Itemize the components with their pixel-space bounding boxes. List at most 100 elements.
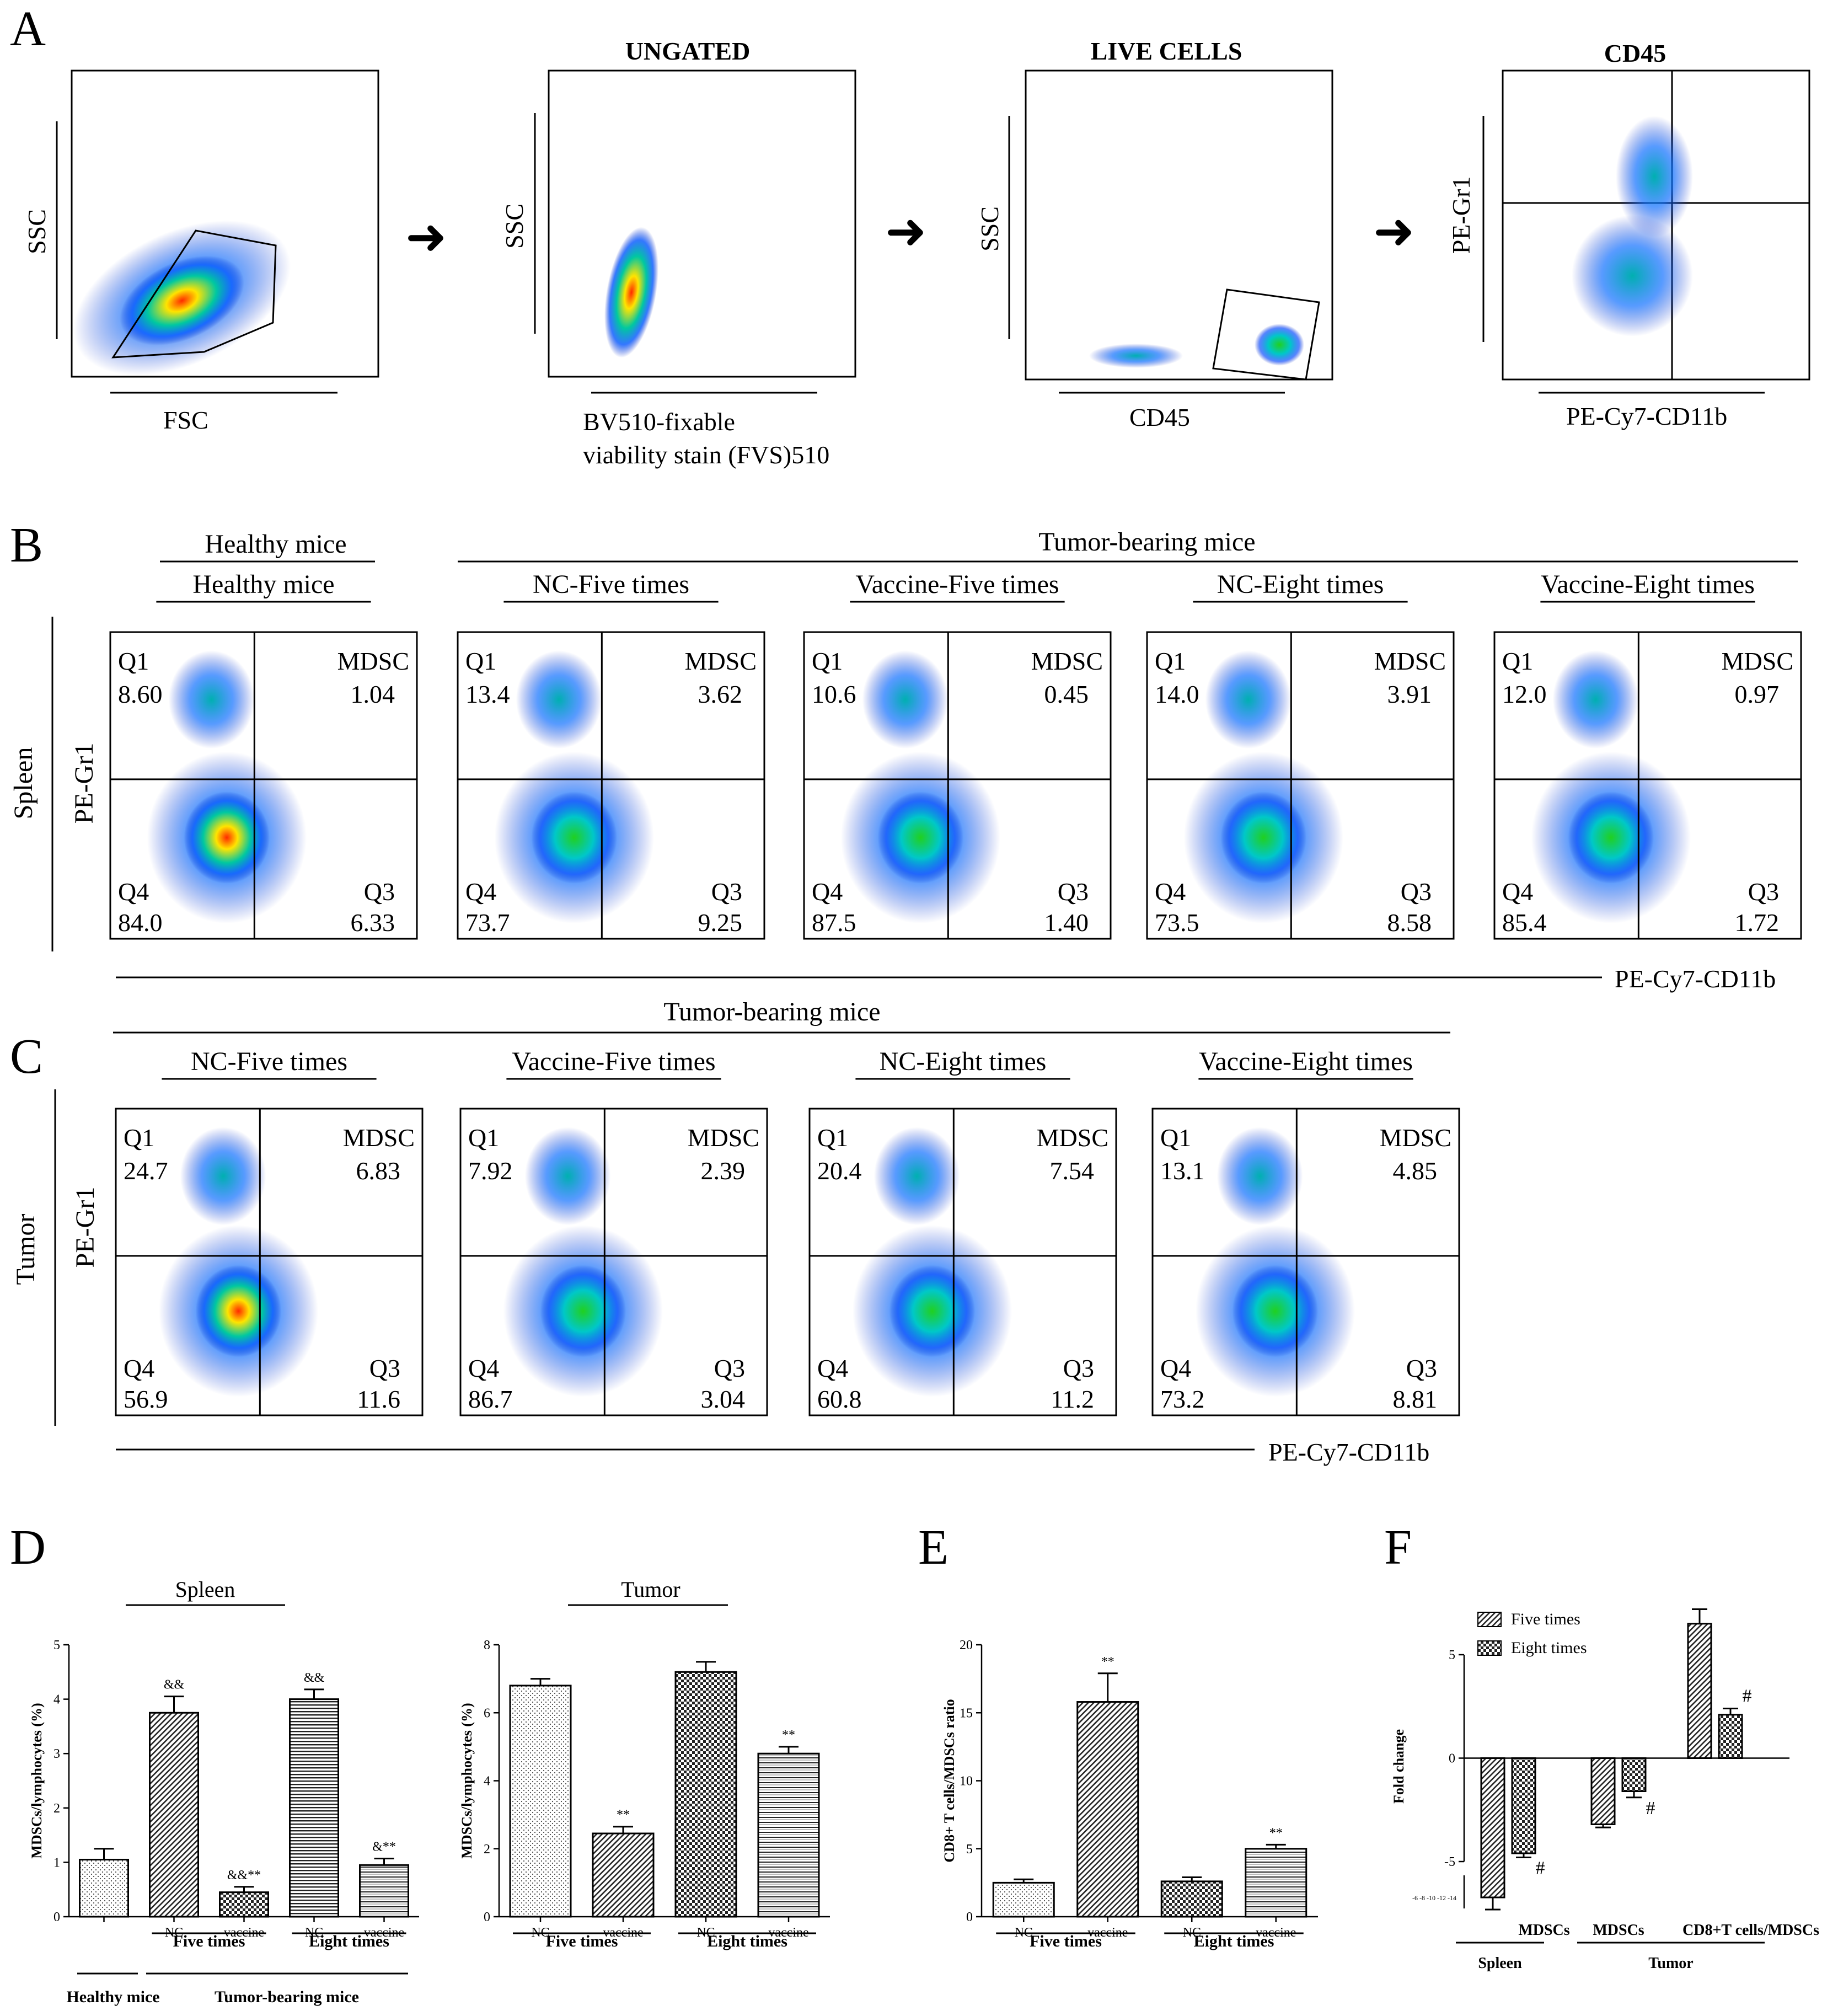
significance-label: # [1536,1858,1545,1879]
scatter-cloud-core [184,792,270,884]
q3-label: Q3 [1058,878,1089,906]
panel-b-plots: Healthy miceQ18.60MDSC1.04Q484.0Q36.33NC… [109,570,1802,940]
q3-label: Q3 [1748,878,1779,906]
q4-label: Q4 [1160,1354,1191,1382]
scatter-cloud [1255,324,1304,366]
q1-label: Q1 [1155,647,1186,675]
scatter-cloud-upper [180,1127,266,1226]
bar [1590,1757,1616,1825]
q1-value: 10.6 [812,680,856,708]
q4-value: 85.4 [1502,908,1547,937]
category-label: MDSCs [1593,1922,1644,1939]
panel-letter-d: D [10,1520,46,1575]
q3-label: Q3 [714,1354,745,1382]
chart-f: -5 0 5 -6 -8 -10 -12 -14 Fold change Five tim… [1391,1608,1819,1972]
q4-label: Q4 [468,1354,499,1382]
scatter-cloud-core [1568,792,1654,884]
scatter-cloud-core [540,1265,626,1357]
mdsc-value: 7.54 [1050,1157,1095,1185]
plot-title: Vaccine-Eight times [1541,570,1755,599]
plot-title: UNGATED [625,37,751,65]
panel-a-plot-3: LIVE CELLS CD45 SSC [976,37,1333,431]
category-label: CD8+T cells/MDSCs [1682,1922,1819,1939]
scatter-cloud-upper [1552,650,1639,749]
x-axis-label: BV510-fixable [583,408,735,436]
q3-value: 3.04 [701,1385,746,1413]
significance-label: # [1646,1798,1655,1819]
plot-title: NC-Five times [191,1047,347,1076]
q4-label: Q4 [812,878,843,906]
q4-label: Q4 [118,878,149,906]
significance-label: && [304,1671,325,1685]
q1-label: Q1 [465,647,496,675]
bar [992,1881,1055,1918]
legend-swatch [1477,1640,1502,1656]
significance-label: &&** [227,1868,261,1883]
panel-letter-f: F [1384,1520,1412,1575]
x-axis-label-line2: viability stain (FVS)510 [583,441,829,469]
panel-a-plot-4: CD45 PE-Cy7-CD11b PE-Gr1 [1447,39,1810,430]
plot-title: Healthy mice [192,570,334,599]
q1-label: Q1 [812,647,843,675]
y-axis-label: PE-Gr1 [1447,177,1475,254]
bar [1718,1714,1743,1759]
significance-label: ** [782,1728,795,1742]
plot-title: Vaccine-Five times [855,570,1059,599]
flow-plot: Vaccine-Five times Q1 7.92 MDSC 2.39 Q4 86.7 Q3… [459,1047,768,1416]
bar [359,1864,409,1918]
mdsc-value: 3.91 [1387,680,1432,708]
bar [592,1832,655,1918]
scatter-cloud-upper [168,650,255,749]
mdsc-label: MDSC [1374,647,1446,675]
scatter-cloud-core [531,792,618,884]
plot-title: NC-Eight times [1217,570,1384,599]
mdsc-label: MDSC [1031,647,1103,675]
group-label: Eight times [309,1932,389,1950]
q3-value: 9.25 [698,908,743,937]
significance-label: && [164,1678,185,1692]
plot-title: NC-Eight times [880,1047,1047,1076]
q3-label: Q3 [711,878,742,906]
x-axis-label: FSC [163,406,208,434]
q3-value: 1.72 [1735,908,1780,937]
flow-plot: NC-Five times Q1 24.7 MDSC 6.83 Q4 56.9 Q3 11.6 [115,1047,424,1416]
scatter-cloud-upper [874,1127,960,1226]
bar [219,1891,269,1918]
scatter-cloud-upper [1217,1127,1303,1226]
bar [1245,1848,1308,1918]
y-tick-label: 3 [53,1747,60,1761]
y-tick-label: 2 [484,1842,490,1857]
tissue-label: Spleen [1478,1955,1522,1972]
group-label: Five times [1030,1932,1102,1950]
q4-label: Q4 [817,1354,848,1382]
q1-label: Q1 [124,1124,154,1152]
gate-polygon [1212,288,1320,381]
y-tick-label: -5 [1444,1855,1455,1869]
group-header-healthy: Healthy mice [205,530,346,559]
mdsc-value: 4.85 [1393,1157,1438,1185]
legend-label: Eight times [1511,1639,1587,1657]
arrow-icon: ➜ [1373,205,1414,259]
plot-title: CD45 [1604,39,1666,67]
group-label: Five times [173,1932,245,1950]
y-tick-label: 5 [53,1638,60,1653]
tissue-label: Spleen [9,747,38,820]
y-axis-label: Fold change [1391,1729,1407,1804]
group-label: Five times [546,1932,618,1950]
mdsc-label: MDSC [343,1124,415,1152]
q4-value: 56.9 [124,1385,168,1413]
scatter-cloud-upper [1205,650,1292,749]
mdsc-value: 0.45 [1044,680,1089,708]
mdsc-label: MDSC [688,1124,759,1152]
q1-value: 24.7 [124,1157,168,1185]
q3-value: 11.2 [1051,1385,1094,1413]
y-tick-label: 6 [484,1706,490,1720]
y-tick-label: 0 [484,1910,490,1924]
mdsc-value: 3.62 [698,680,743,708]
group-label: Eight times [1194,1932,1274,1950]
